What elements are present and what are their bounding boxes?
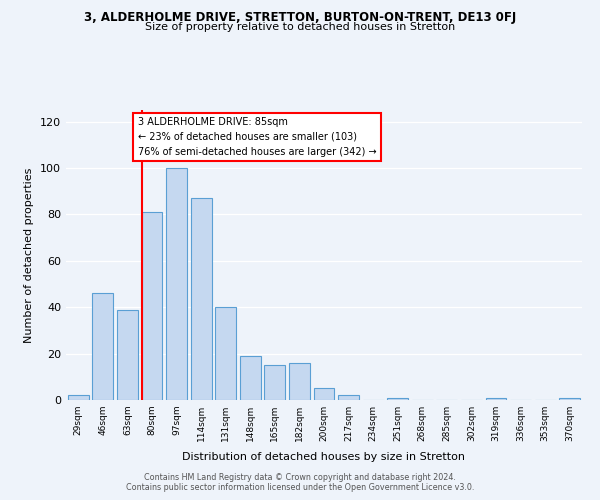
X-axis label: Distribution of detached houses by size in Stretton: Distribution of detached houses by size … — [182, 452, 466, 462]
Bar — [338, 396, 359, 400]
Bar — [485, 398, 506, 400]
Bar — [117, 310, 138, 400]
Text: Contains HM Land Registry data © Crown copyright and database right 2024.: Contains HM Land Registry data © Crown c… — [144, 474, 456, 482]
Text: Size of property relative to detached houses in Stretton: Size of property relative to detached ho… — [145, 22, 455, 32]
Bar — [240, 356, 261, 400]
Bar — [68, 396, 89, 400]
Y-axis label: Number of detached properties: Number of detached properties — [25, 168, 34, 342]
Bar — [166, 168, 187, 400]
Bar — [289, 363, 310, 400]
Bar — [142, 212, 163, 400]
Text: Contains public sector information licensed under the Open Government Licence v3: Contains public sector information licen… — [126, 484, 474, 492]
Bar — [92, 294, 113, 400]
Bar — [387, 398, 408, 400]
Bar — [191, 198, 212, 400]
Text: 3, ALDERHOLME DRIVE, STRETTON, BURTON-ON-TRENT, DE13 0FJ: 3, ALDERHOLME DRIVE, STRETTON, BURTON-ON… — [84, 11, 516, 24]
Bar — [265, 365, 286, 400]
Text: 3 ALDERHOLME DRIVE: 85sqm
← 23% of detached houses are smaller (103)
76% of semi: 3 ALDERHOLME DRIVE: 85sqm ← 23% of detac… — [138, 117, 376, 156]
Bar — [559, 398, 580, 400]
Bar — [314, 388, 334, 400]
Bar — [215, 307, 236, 400]
